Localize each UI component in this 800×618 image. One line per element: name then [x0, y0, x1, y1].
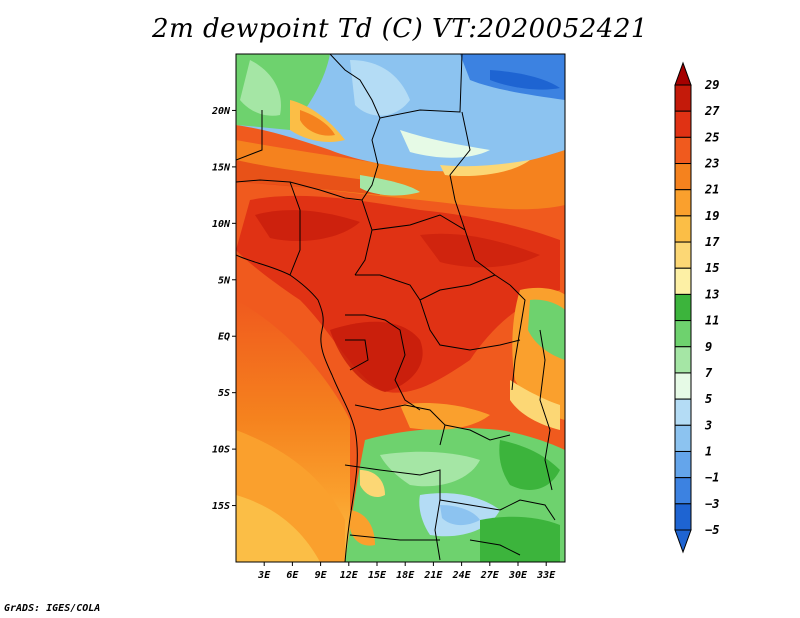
- colorbar-swatch: [674, 424, 692, 452]
- colorbar-top-arrow: [674, 61, 692, 86]
- colorbar-swatch: [674, 84, 692, 112]
- colorbar-label: 11: [705, 314, 719, 328]
- lat-tick-label: 5S: [218, 388, 230, 399]
- colorbar-swatch: [674, 110, 692, 138]
- colorbar-bottom-arrow: [674, 529, 692, 554]
- colorbar-label: −5: [705, 523, 719, 537]
- colorbar-label: 23: [704, 157, 719, 171]
- lat-tick-label: 15S: [212, 501, 230, 512]
- colorbar-swatch: [674, 477, 692, 505]
- lat-tick-label: 5N: [218, 275, 231, 286]
- colorbar-swatch: [674, 136, 692, 165]
- colorbar-swatch: [674, 398, 692, 426]
- colorbar-swatch: [674, 372, 692, 400]
- colorbar-label: 27: [704, 104, 720, 118]
- colorbar-swatch: [674, 163, 692, 191]
- colorbar-label: 5: [705, 392, 712, 406]
- colorbar-label: 9: [705, 340, 712, 354]
- colorbar-swatch: [674, 189, 692, 217]
- colorbar-label: 29: [704, 78, 719, 92]
- colorbar-label: 7: [705, 366, 713, 380]
- colorbar-label: 13: [705, 287, 719, 301]
- lon-tick-label: 12E: [340, 570, 359, 581]
- map-title: 2m dewpoint Td (C) VT:2020052421: [152, 14, 648, 44]
- colorbar-swatch: [674, 293, 692, 322]
- colorbar-label: 1: [705, 444, 712, 458]
- lat-tick-label: 10N: [212, 219, 231, 230]
- dewpoint-field: [236, 54, 565, 562]
- colorbar-label: 21: [704, 183, 719, 197]
- latitude-axis: 20N 15N 10N 5N EQ 5S 10S 15S: [211, 106, 236, 512]
- colorbar-swatch: [674, 320, 692, 348]
- colorbar-swatch: [674, 450, 692, 479]
- colorbar-label: 3: [704, 418, 712, 432]
- colorbar-label: 19: [705, 209, 719, 223]
- colorbar-label: 25: [704, 130, 719, 144]
- lon-tick-label: 15E: [368, 570, 387, 581]
- lat-tick-label: 10S: [212, 445, 230, 456]
- lon-tick-label: 30E: [508, 570, 528, 581]
- lon-tick-label: 33E: [536, 570, 556, 581]
- colorbar-swatch: [674, 503, 692, 531]
- colorbar-label: −1: [705, 471, 719, 485]
- colorbar-label: 15: [705, 261, 719, 275]
- colorbar-swatch: [674, 346, 692, 374]
- longitude-axis: 3E 6E 9E 12E 15E 18E 21E 24E 27E 30E 33E: [257, 562, 556, 581]
- colorbar-label: −3: [705, 497, 719, 511]
- colorbar-label: 17: [705, 235, 720, 249]
- colorbar-swatch: [674, 241, 692, 269]
- lat-tick-label: 15N: [212, 162, 231, 173]
- lon-tick-label: 9E: [315, 570, 328, 581]
- lon-tick-label: 24E: [452, 570, 472, 581]
- lon-tick-label: 3E: [257, 570, 271, 581]
- lon-tick-label: 18E: [396, 570, 415, 581]
- lat-tick-label: EQ: [218, 332, 230, 343]
- country-borders: [236, 54, 556, 562]
- lon-tick-label: 27E: [480, 570, 500, 581]
- colorbar: 29 27 25 23 21 19 17 15 13 11 9 7 5 3 1 −1 −3 −5: [674, 61, 720, 554]
- map-frame: [235, 53, 566, 563]
- colorbar-swatch: [674, 215, 692, 243]
- colorbar-swatch: [674, 267, 692, 295]
- lat-tick-label: 20N: [211, 106, 231, 117]
- lon-tick-label: 6E: [286, 570, 299, 581]
- grads-credit: GrADS: IGES/COLA: [4, 603, 101, 614]
- lon-tick-label: 21E: [423, 570, 443, 581]
